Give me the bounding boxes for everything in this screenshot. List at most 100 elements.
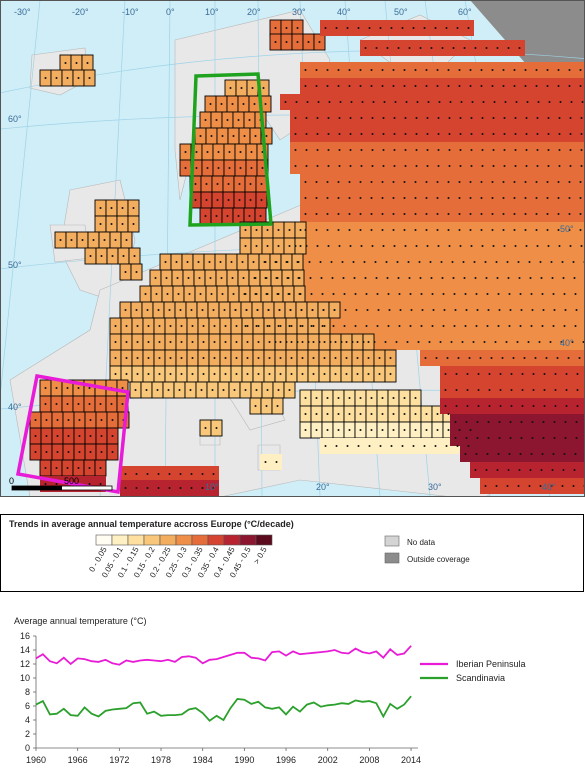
significance-dot bbox=[92, 239, 95, 241]
significance-dot bbox=[521, 389, 524, 391]
significance-dot bbox=[415, 245, 418, 247]
x-tick-label: 1966 bbox=[68, 755, 88, 765]
significance-dot bbox=[168, 487, 171, 489]
significance-dot bbox=[487, 309, 490, 311]
significance-dot bbox=[557, 181, 560, 183]
significance-dot bbox=[436, 85, 439, 87]
significance-dot bbox=[392, 413, 395, 415]
significance-dot bbox=[379, 27, 382, 29]
significance-dot bbox=[296, 41, 299, 43]
significance-dot bbox=[477, 389, 480, 391]
significance-dot bbox=[246, 373, 249, 375]
legend-class-label: > 0.5 bbox=[252, 545, 269, 566]
significance-dot bbox=[250, 167, 253, 169]
significance-dot bbox=[560, 341, 563, 343]
significance-dot bbox=[447, 181, 450, 183]
significance-dot bbox=[44, 483, 47, 485]
significance-dot bbox=[279, 325, 282, 327]
significance-dot bbox=[164, 261, 167, 263]
significance-dot bbox=[337, 413, 340, 415]
significance-dot bbox=[110, 403, 113, 405]
significance-dot bbox=[295, 101, 298, 103]
significance-dot bbox=[348, 429, 351, 431]
significance-dot bbox=[447, 429, 450, 431]
significance-dot bbox=[378, 373, 381, 375]
significance-dot bbox=[484, 485, 487, 487]
significance-dot bbox=[334, 341, 337, 343]
significance-dot bbox=[551, 469, 554, 471]
significance-dot bbox=[348, 69, 351, 71]
significance-dot bbox=[496, 277, 499, 279]
significance-dot bbox=[157, 487, 160, 489]
trend-cell bbox=[579, 478, 585, 494]
significance-dot bbox=[67, 451, 70, 453]
significance-dot bbox=[513, 85, 516, 87]
significance-dot bbox=[485, 47, 488, 49]
significance-dot bbox=[318, 41, 321, 43]
significance-dot bbox=[510, 389, 513, 391]
significance-dot bbox=[492, 133, 495, 135]
significance-dot bbox=[403, 413, 406, 415]
significance-dot bbox=[88, 403, 91, 405]
significance-dot bbox=[359, 85, 362, 87]
significance-dot bbox=[392, 69, 395, 71]
lon-label: -30° bbox=[14, 7, 31, 17]
significance-dot bbox=[184, 151, 187, 153]
lat-label: 60° bbox=[8, 114, 22, 124]
significance-dot bbox=[334, 373, 337, 375]
significance-dot bbox=[304, 413, 307, 415]
significance-dot bbox=[360, 165, 363, 167]
significance-dot bbox=[537, 101, 540, 103]
significance-dot bbox=[436, 213, 439, 215]
significance-dot bbox=[495, 261, 498, 263]
significance-dot bbox=[520, 437, 523, 439]
significance-dot bbox=[502, 69, 505, 71]
significance-dot bbox=[510, 405, 513, 407]
significance-dot bbox=[168, 309, 171, 311]
map-canvas: -30° -20° -10° 0° 10° 20° 30° 40° 50° 60… bbox=[0, 0, 585, 497]
significance-dot bbox=[448, 149, 451, 151]
significance-dot bbox=[558, 245, 561, 247]
significance-dot bbox=[497, 453, 500, 455]
significance-dot bbox=[208, 261, 211, 263]
significance-dot bbox=[574, 453, 577, 455]
significance-dot bbox=[392, 181, 395, 183]
significance-dot bbox=[481, 245, 484, 247]
significance-dot bbox=[547, 245, 550, 247]
significance-dot bbox=[531, 421, 534, 423]
significance-dot bbox=[239, 151, 242, 153]
significance-dot bbox=[359, 429, 362, 431]
significance-dot bbox=[373, 341, 376, 343]
significance-dot bbox=[371, 165, 374, 167]
significance-dot bbox=[231, 277, 234, 279]
significance-dot bbox=[321, 325, 324, 327]
significance-dot bbox=[305, 245, 308, 247]
significance-dot bbox=[491, 69, 494, 71]
significance-dot bbox=[393, 149, 396, 151]
significance-dot bbox=[257, 325, 260, 327]
y-tick-label: 0 bbox=[25, 743, 30, 753]
significance-dot bbox=[367, 373, 370, 375]
significance-dot bbox=[224, 341, 227, 343]
significance-dot bbox=[274, 261, 277, 263]
significance-dot bbox=[437, 165, 440, 167]
significance-dot bbox=[390, 27, 393, 29]
significance-dot bbox=[78, 435, 81, 437]
significance-dot bbox=[546, 229, 549, 231]
significance-dot bbox=[559, 101, 562, 103]
significance-dot bbox=[381, 69, 384, 71]
significance-dot bbox=[426, 149, 429, 151]
significance-dot bbox=[224, 357, 227, 359]
significance-dot bbox=[335, 27, 338, 29]
significance-dot bbox=[134, 389, 137, 391]
significance-dot bbox=[425, 197, 428, 199]
significance-dot bbox=[332, 293, 335, 295]
significance-dot bbox=[88, 483, 91, 485]
significance-dot bbox=[469, 213, 472, 215]
significance-dot bbox=[385, 261, 388, 263]
significance-dot bbox=[219, 261, 222, 263]
significance-dot bbox=[197, 261, 200, 263]
significance-dot bbox=[201, 309, 204, 311]
significance-dot bbox=[348, 197, 351, 199]
significance-dot bbox=[397, 277, 400, 279]
